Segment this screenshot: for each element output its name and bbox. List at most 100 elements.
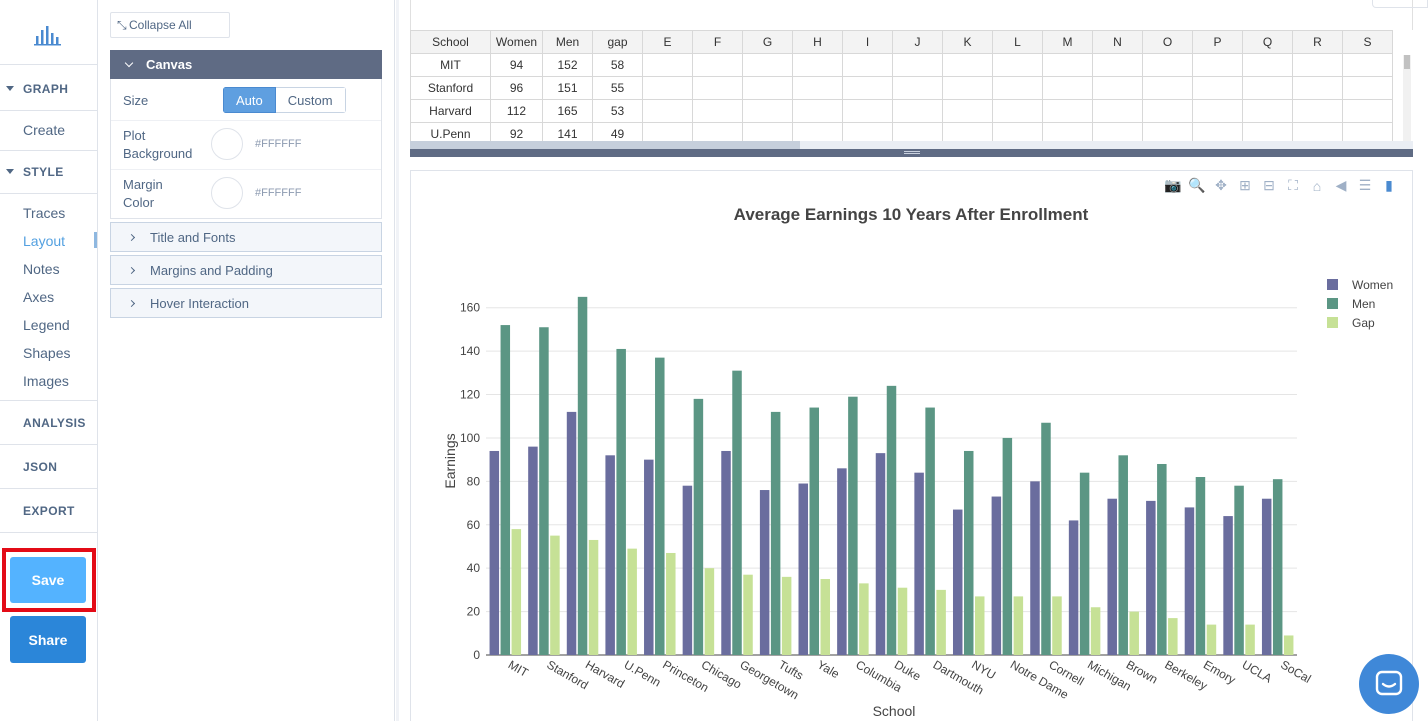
zoom-out-icon[interactable]: ⊟ [1263, 177, 1275, 193]
grid-cell[interactable] [1342, 99, 1393, 123]
grid-cell[interactable] [992, 53, 1043, 77]
pan-icon[interactable]: ✥ [1215, 177, 1227, 193]
grid-cell[interactable] [792, 76, 843, 100]
grid-cell[interactable] [792, 53, 843, 77]
grid-cell[interactable]: 96 [490, 76, 543, 100]
grid-cell[interactable]: Stanford [410, 76, 491, 100]
column-header[interactable]: M [1042, 30, 1093, 54]
grid-cell[interactable] [792, 99, 843, 123]
grid-cell[interactable] [892, 53, 943, 77]
grid-cell[interactable]: MIT [410, 53, 491, 77]
grid-cell[interactable] [1142, 76, 1193, 100]
grid-cell[interactable] [942, 76, 993, 100]
column-header[interactable]: I [842, 30, 893, 54]
column-header[interactable]: H [792, 30, 843, 54]
nav-group-style[interactable]: STYLE [6, 165, 64, 179]
nav-item-images[interactable]: Images [23, 373, 69, 389]
grid-cell[interactable] [692, 76, 743, 100]
column-header[interactable]: School [410, 30, 491, 54]
grid-cell[interactable] [642, 53, 693, 77]
hover-compare-icon[interactable]: ☰ [1358, 177, 1372, 193]
nav-group-graph[interactable]: GRAPH [6, 82, 68, 96]
size-auto-option[interactable]: Auto [223, 87, 276, 113]
grid-cell[interactable] [1192, 99, 1243, 123]
grid-cell[interactable] [642, 76, 693, 100]
grid-horizontal-scrollbar[interactable] [410, 141, 1413, 149]
grid-cell[interactable] [942, 99, 993, 123]
grid-cell[interactable] [742, 53, 793, 77]
reset-axes-icon[interactable]: ⌂ [1312, 177, 1322, 194]
grid-cell[interactable]: 55 [592, 76, 643, 100]
nav-item-create[interactable]: Create [23, 122, 66, 138]
nav-group-export[interactable]: EXPORT [23, 504, 75, 518]
column-header[interactable]: R [1292, 30, 1343, 54]
grid-vertical-scrollbar[interactable] [1403, 55, 1411, 141]
grid-cell[interactable]: 94 [490, 53, 543, 77]
hover-closest-icon[interactable]: ◀ [1335, 177, 1347, 193]
grid-cell[interactable] [1042, 76, 1093, 100]
grid-cell[interactable]: Harvard [410, 99, 491, 123]
section-margins-padding[interactable]: Margins and Padding [110, 255, 382, 285]
grid-cell[interactable] [892, 99, 943, 123]
share-button[interactable]: Share [10, 616, 86, 663]
nav-item-shapes[interactable]: Shapes [23, 345, 71, 361]
column-header[interactable]: G [742, 30, 793, 54]
column-header[interactable]: E [642, 30, 693, 54]
grid-cell[interactable] [1292, 76, 1343, 100]
nav-group-json[interactable]: JSON [23, 460, 58, 474]
size-custom-option[interactable]: Custom [275, 87, 346, 113]
grid-cell[interactable] [1092, 53, 1143, 77]
zoom-icon[interactable]: 🔍 [1188, 177, 1206, 193]
column-header[interactable]: J [892, 30, 943, 54]
column-header[interactable]: Q [1242, 30, 1293, 54]
grid-cell[interactable] [1242, 76, 1293, 100]
section-title-fonts[interactable]: Title and Fonts [110, 222, 382, 252]
chat-launcher-button[interactable] [1359, 654, 1419, 714]
collapse-all-button[interactable]: ⤡ Collapse All [110, 12, 230, 38]
section-hover-interaction[interactable]: Hover Interaction [110, 288, 382, 318]
grid-cell[interactable]: 165 [542, 99, 593, 123]
grid-cell[interactable] [1342, 53, 1393, 77]
column-header[interactable]: O [1142, 30, 1193, 54]
grid-cell[interactable] [942, 53, 993, 77]
save-button[interactable]: Save [10, 557, 86, 603]
grid-cell[interactable] [1142, 99, 1193, 123]
nav-item-layout[interactable]: Layout [23, 233, 66, 249]
grid-cell[interactable] [1142, 53, 1193, 77]
grid-cell[interactable] [1192, 76, 1243, 100]
column-header[interactable]: Women [490, 30, 543, 54]
column-header[interactable]: K [942, 30, 993, 54]
grid-cell[interactable] [842, 99, 893, 123]
grid-cell[interactable] [1342, 76, 1393, 100]
grid-cell[interactable] [1292, 53, 1343, 77]
section-canvas-header[interactable]: Canvas [110, 50, 382, 79]
grid-cell[interactable]: 58 [592, 53, 643, 77]
nav-item-notes[interactable]: Notes [23, 261, 60, 277]
column-header[interactable]: S [1342, 30, 1393, 54]
grid-cell[interactable] [842, 53, 893, 77]
top-right-tab[interactable] [1372, 0, 1428, 8]
column-header[interactable]: L [992, 30, 1043, 54]
camera-icon[interactable]: 📷 [1164, 177, 1182, 193]
grid-cell[interactable] [1242, 99, 1293, 123]
nav-item-axes[interactable]: Axes [23, 289, 55, 305]
column-header[interactable]: P [1192, 30, 1243, 54]
plotly-logo-icon[interactable]: ▮ [1385, 177, 1393, 193]
grid-cell[interactable] [1242, 53, 1293, 77]
column-header[interactable]: F [692, 30, 743, 54]
grid-cell[interactable] [692, 99, 743, 123]
panel-divider[interactable] [396, 0, 399, 721]
margin-color-swatch[interactable] [211, 177, 243, 209]
grid-cell[interactable] [1042, 99, 1093, 123]
grid-cell[interactable] [892, 76, 943, 100]
column-header[interactable]: N [1092, 30, 1143, 54]
grid-cell[interactable]: 112 [490, 99, 543, 123]
grid-cell[interactable] [1292, 99, 1343, 123]
grid-cell[interactable]: 53 [592, 99, 643, 123]
autoscale-icon[interactable]: ⛶ [1288, 177, 1298, 193]
zoom-in-icon[interactable]: ⊞ [1239, 177, 1251, 193]
column-header[interactable]: gap [592, 30, 643, 54]
grid-cell[interactable] [992, 99, 1043, 123]
grid-cell[interactable] [992, 76, 1043, 100]
grid-cell[interactable] [1092, 99, 1143, 123]
